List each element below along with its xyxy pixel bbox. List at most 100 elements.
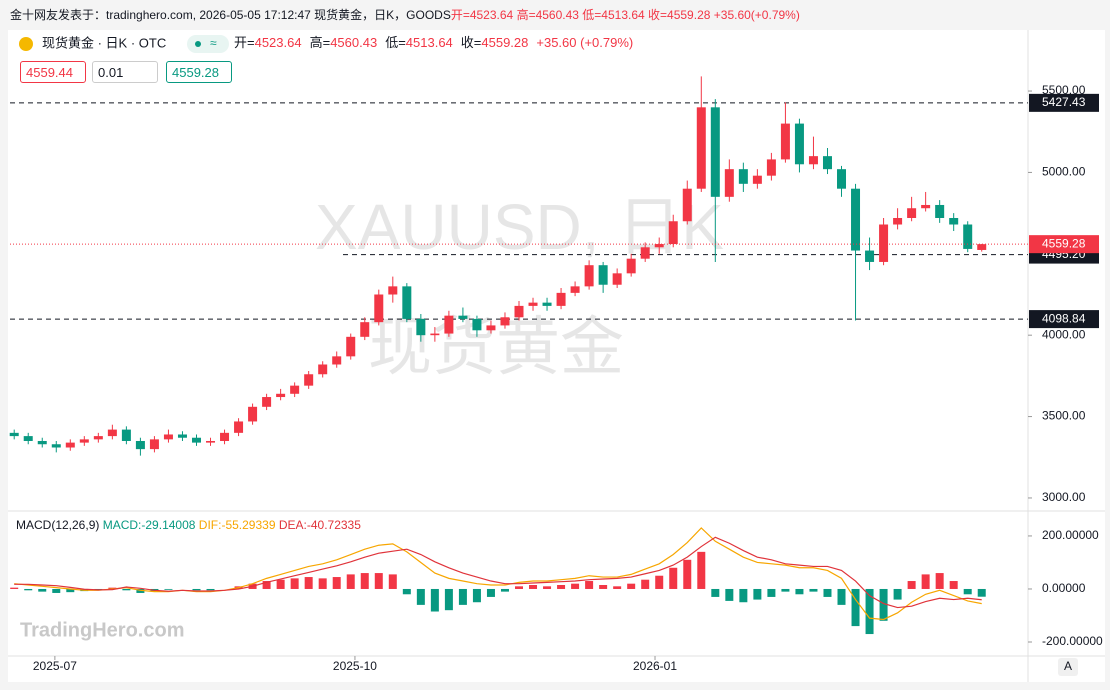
candle-body (486, 325, 496, 331)
macd-bar (290, 578, 299, 589)
candle-body (851, 188, 861, 251)
macd-bar (767, 588, 776, 597)
macd-bar (669, 567, 678, 589)
candle-body (640, 247, 650, 259)
y-tick-label: 3000.00 (1042, 490, 1086, 504)
y-tick-label: -200.00000 (1042, 634, 1103, 648)
sell-box[interactable]: 4559.44 (20, 61, 86, 83)
macd-bar (837, 588, 846, 605)
macd-bar (304, 577, 313, 589)
candle-body (514, 305, 524, 318)
text-part: 高= (310, 35, 331, 50)
candle-body (626, 258, 636, 274)
text-part: DIF: (199, 518, 222, 532)
macd-bar (795, 588, 804, 595)
auto-button[interactable] (1058, 658, 1078, 676)
buy-box[interactable]: 4559.28 (166, 61, 232, 83)
price-tag (1029, 310, 1099, 329)
auto-button-label[interactable]: A (1064, 659, 1072, 673)
candle-body (149, 439, 159, 450)
macd-bar (977, 588, 986, 597)
text-part: 4523.64 (255, 35, 302, 50)
candle-body (907, 208, 917, 218)
candle-body (752, 175, 762, 184)
y-tick-label: 5500.00 (1042, 83, 1086, 97)
text-part: +35.60(+0.79%) (714, 8, 800, 22)
x-tick-label: 2025-07 (33, 659, 77, 673)
candle-body (668, 221, 678, 245)
ohlc: 高=4560.43 (310, 35, 378, 50)
candle-body (206, 440, 216, 443)
macd-bar (571, 583, 580, 589)
last-price-tag (1029, 235, 1099, 254)
text-part: 开= (234, 35, 255, 50)
text-part: 4559.28 (481, 35, 528, 50)
macd-bar (711, 588, 720, 597)
ohlc: +35.60 (+0.79%) (536, 35, 633, 50)
macd-bar (388, 574, 397, 589)
panel (8, 30, 1105, 682)
macd-bar (206, 588, 215, 591)
candle-body (837, 169, 847, 189)
candle-body (724, 169, 734, 197)
status-pill[interactable] (187, 35, 229, 53)
ohlc: 开=4523.64 (234, 35, 302, 50)
candle-body (893, 217, 903, 225)
macd-bar (823, 588, 832, 597)
candle-body (374, 294, 384, 323)
text-part: 4560.43 (330, 35, 377, 50)
macd-bar (192, 588, 201, 591)
y-tick-label: 5000.00 (1042, 165, 1086, 179)
text-part: -40.72335 (307, 518, 361, 532)
candle-body (262, 397, 272, 407)
macd-bar (430, 588, 439, 612)
macd-bar (276, 579, 285, 589)
macd-bar (500, 588, 509, 592)
candle-body (865, 250, 875, 262)
candle-body (276, 393, 286, 398)
price-tag-label: 4098.84 (1042, 311, 1086, 325)
candle-body (121, 429, 131, 441)
x-tick-label: 2026-01 (633, 659, 677, 673)
text-part: 低=4513.64 (582, 8, 645, 22)
candle-body (360, 322, 370, 337)
macd-bar (416, 588, 425, 605)
macd-bar (346, 574, 355, 589)
candle-body (682, 188, 692, 222)
qty-box[interactable]: 0.01 (92, 61, 158, 83)
macd-bar (444, 588, 453, 611)
macd-bar (66, 588, 75, 593)
candle-body (220, 432, 230, 441)
candle-body (500, 317, 510, 326)
candle-body (696, 107, 706, 189)
macd-bar (641, 579, 650, 589)
candle-body (430, 333, 440, 336)
candle-body (135, 440, 145, 450)
candle-body (654, 244, 664, 248)
symbol-icon (19, 37, 33, 51)
text-part: MACD(12,26,9) (16, 518, 99, 532)
macd-bar (879, 588, 888, 621)
candle-body (808, 156, 818, 165)
candle-body (528, 302, 538, 306)
ohlc: 收=4559.28 (461, 35, 529, 50)
ohlc: 低=4513.64 (385, 35, 453, 50)
macd-bar (921, 574, 930, 589)
macd-bar (52, 588, 61, 593)
watermark: XAUUSD, 日K (315, 191, 724, 263)
macd-bar (543, 586, 552, 589)
text-part: -55.29339 (221, 518, 275, 532)
candle-body (935, 204, 945, 218)
macd-bar (585, 581, 594, 589)
macd-bar (907, 581, 916, 589)
macd-bar (599, 585, 608, 589)
macd-bar (935, 573, 944, 589)
candle-body (794, 123, 804, 165)
candle-body (9, 432, 19, 437)
macd-bar (486, 588, 495, 597)
macd-bar (865, 588, 874, 635)
candle-body (416, 318, 426, 336)
macd-bar (164, 588, 173, 590)
candle-body (346, 336, 356, 357)
macd-legend: MACD(12,26,9) MACD:-29.14008 DIF:-55.293… (16, 518, 361, 532)
